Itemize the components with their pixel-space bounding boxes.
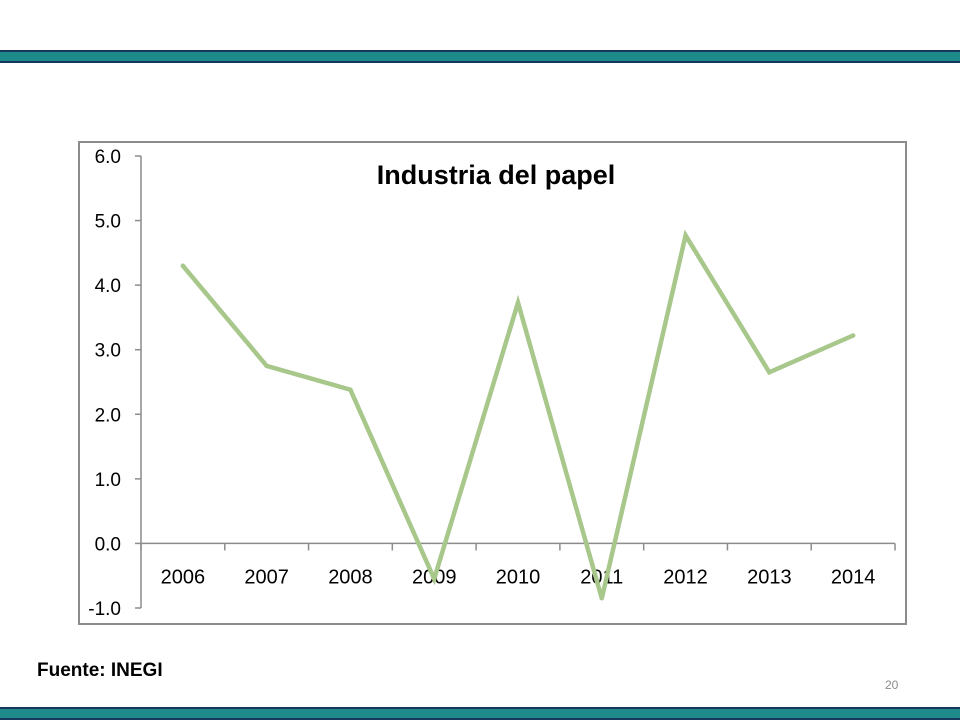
x-tick-label: 2012 (663, 566, 708, 588)
x-tick-label: 2006 (161, 566, 206, 588)
axes: 6.05.04.03.02.01.00.0-1.0200620072008200… (88, 147, 896, 620)
data-point (683, 233, 688, 238)
x-tick-label: 2007 (244, 566, 289, 588)
data-point (432, 576, 437, 582)
data-point (599, 596, 604, 601)
data-point (264, 363, 269, 369)
y-tick-label: 2.0 (95, 405, 121, 426)
chart-title: Industria del papel (377, 160, 616, 190)
y-tick-label: 3.0 (95, 341, 121, 362)
x-tick-label: 2008 (328, 566, 373, 588)
y-tick-label: 0.0 (95, 534, 121, 555)
x-tick-label: 2010 (496, 566, 541, 588)
y-tick-label: 1.0 (95, 470, 121, 491)
data-point (767, 370, 772, 375)
top-decorative-band (0, 50, 960, 63)
x-tick-label: 2011 (580, 566, 623, 588)
bottom-decorative-band (0, 707, 960, 720)
y-tick-label: 5.0 (95, 212, 121, 233)
data-point (850, 333, 856, 338)
series-group (180, 229, 856, 601)
x-tick-label: 2014 (831, 566, 876, 588)
x-tick-label: 2013 (747, 566, 792, 588)
source-note: Fuente: INEGI (37, 660, 163, 681)
data-point (515, 300, 521, 305)
y-tick-label: -1.0 (88, 599, 121, 620)
page-number: 20 (885, 678, 899, 692)
data-point (348, 387, 353, 392)
y-tick-label: 4.0 (95, 276, 121, 297)
data-point (180, 263, 186, 268)
y-tick-label: 6.0 (95, 147, 121, 168)
